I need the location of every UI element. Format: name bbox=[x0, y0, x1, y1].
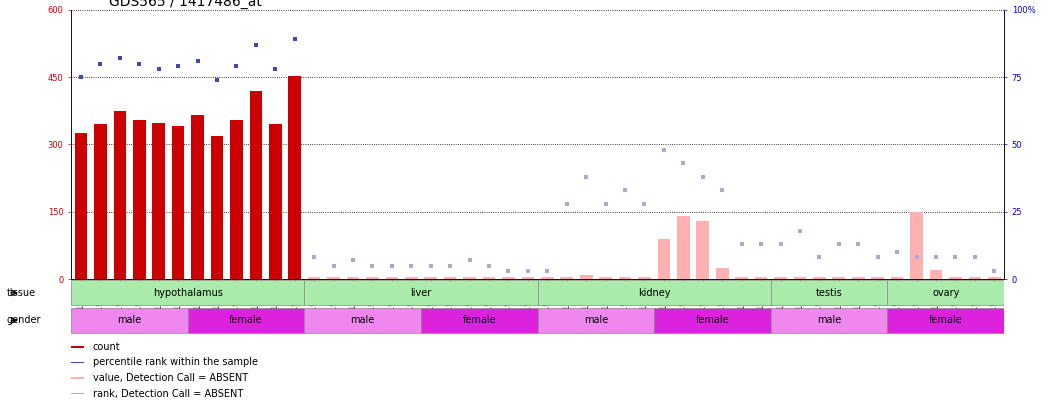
Bar bbox=[618, 277, 631, 279]
Bar bbox=[813, 277, 826, 279]
Bar bbox=[347, 277, 359, 279]
Bar bbox=[697, 221, 709, 279]
Bar bbox=[424, 277, 437, 279]
FancyBboxPatch shape bbox=[71, 280, 304, 305]
Bar bbox=[755, 277, 767, 279]
FancyBboxPatch shape bbox=[421, 308, 538, 333]
Text: count: count bbox=[92, 342, 121, 352]
Text: GDS565 / 1417486_at: GDS565 / 1417486_at bbox=[109, 0, 261, 9]
Bar bbox=[949, 277, 962, 279]
Text: testis: testis bbox=[815, 288, 843, 298]
Bar bbox=[386, 277, 398, 279]
Bar bbox=[502, 277, 515, 279]
Text: liver: liver bbox=[411, 288, 432, 298]
Bar bbox=[405, 277, 418, 279]
FancyBboxPatch shape bbox=[304, 308, 421, 333]
Bar bbox=[366, 277, 378, 279]
Bar bbox=[444, 277, 457, 279]
Bar bbox=[852, 277, 865, 279]
Text: rank, Detection Call = ABSENT: rank, Detection Call = ABSENT bbox=[92, 389, 243, 399]
Bar bbox=[172, 126, 184, 279]
Text: ovary: ovary bbox=[932, 288, 959, 298]
Bar bbox=[288, 76, 301, 279]
Bar bbox=[74, 133, 87, 279]
Bar bbox=[133, 120, 146, 279]
Bar bbox=[832, 277, 845, 279]
Bar bbox=[113, 111, 126, 279]
Bar bbox=[71, 362, 84, 363]
Bar bbox=[327, 277, 340, 279]
Bar bbox=[580, 275, 592, 279]
Text: male: male bbox=[117, 315, 141, 325]
Text: female: female bbox=[696, 315, 729, 325]
Text: value, Detection Call = ABSENT: value, Detection Call = ABSENT bbox=[92, 373, 247, 383]
FancyBboxPatch shape bbox=[654, 308, 770, 333]
Text: male: male bbox=[817, 315, 842, 325]
Bar bbox=[657, 239, 671, 279]
Text: tissue: tissue bbox=[6, 288, 36, 298]
Text: female: female bbox=[929, 315, 962, 325]
Bar bbox=[191, 115, 204, 279]
Bar bbox=[249, 92, 262, 279]
Bar bbox=[677, 216, 690, 279]
Bar bbox=[94, 124, 107, 279]
FancyBboxPatch shape bbox=[188, 308, 304, 333]
FancyBboxPatch shape bbox=[888, 308, 1004, 333]
Bar bbox=[463, 277, 476, 279]
Bar bbox=[269, 124, 282, 279]
Bar bbox=[71, 393, 84, 394]
Bar bbox=[774, 277, 787, 279]
Bar bbox=[483, 277, 496, 279]
Text: gender: gender bbox=[6, 315, 41, 325]
Bar bbox=[793, 277, 806, 279]
Bar bbox=[71, 377, 84, 379]
FancyBboxPatch shape bbox=[770, 308, 888, 333]
Bar bbox=[930, 270, 942, 279]
Text: male: male bbox=[584, 315, 608, 325]
FancyBboxPatch shape bbox=[71, 308, 188, 333]
FancyBboxPatch shape bbox=[538, 280, 770, 305]
Text: female: female bbox=[230, 315, 263, 325]
Bar bbox=[891, 277, 903, 279]
Bar bbox=[968, 277, 981, 279]
Bar bbox=[71, 346, 84, 347]
FancyBboxPatch shape bbox=[304, 280, 538, 305]
Bar bbox=[152, 123, 165, 279]
Bar bbox=[599, 277, 612, 279]
Bar bbox=[988, 277, 1001, 279]
Text: male: male bbox=[351, 315, 375, 325]
Bar bbox=[211, 136, 223, 279]
Text: kidney: kidney bbox=[638, 288, 671, 298]
Bar bbox=[911, 212, 923, 279]
Bar bbox=[231, 120, 243, 279]
Bar bbox=[638, 277, 651, 279]
FancyBboxPatch shape bbox=[770, 280, 888, 305]
Text: hypothalamus: hypothalamus bbox=[153, 288, 223, 298]
Bar bbox=[736, 277, 748, 279]
Bar bbox=[716, 268, 728, 279]
Bar bbox=[522, 277, 534, 279]
Bar bbox=[871, 277, 885, 279]
FancyBboxPatch shape bbox=[888, 280, 1004, 305]
Bar bbox=[561, 277, 573, 279]
Text: female: female bbox=[462, 315, 496, 325]
Bar bbox=[541, 277, 553, 279]
FancyBboxPatch shape bbox=[538, 308, 654, 333]
Bar bbox=[308, 277, 321, 279]
Text: percentile rank within the sample: percentile rank within the sample bbox=[92, 358, 258, 367]
